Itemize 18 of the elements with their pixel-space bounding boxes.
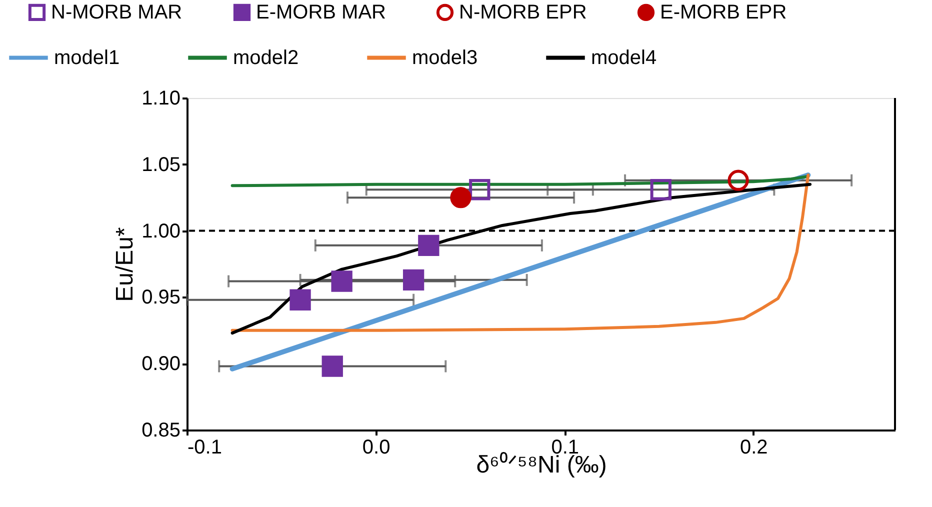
legend-label: model1 bbox=[54, 46, 120, 69]
legend-label: model2 bbox=[233, 46, 299, 69]
x-tick-label: -0.1 bbox=[188, 436, 222, 458]
legend-label: model4 bbox=[591, 46, 657, 69]
y-tick-label: 0.85 bbox=[142, 420, 180, 442]
y-tick-label: 0.90 bbox=[142, 353, 180, 376]
y-tick-label: 1.10 bbox=[142, 88, 180, 110]
y-tick-label: 1.00 bbox=[142, 220, 180, 242]
legend-label: E-MORB EPR bbox=[660, 1, 787, 24]
x-tick-label: 0.2 bbox=[740, 436, 768, 458]
legend-label: model3 bbox=[412, 46, 478, 69]
x-tick-label: 0.0 bbox=[362, 436, 390, 458]
y-tick-label: 1.05 bbox=[142, 154, 180, 176]
legend-label: N-MORB MAR bbox=[51, 1, 182, 24]
legend-label: N-MORB EPR bbox=[459, 1, 587, 24]
legend-label: E-MORB MAR bbox=[256, 1, 386, 24]
y-axis-title: Eu/Eu* bbox=[112, 227, 139, 302]
y-tick-label: 0.95 bbox=[142, 286, 180, 309]
